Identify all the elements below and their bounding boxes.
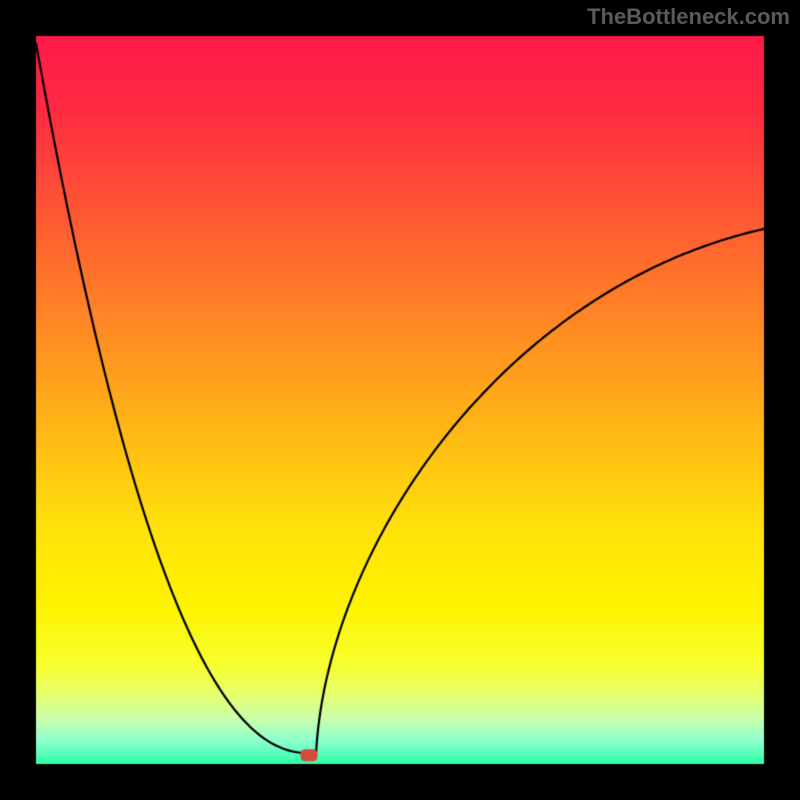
chart-stage: TheBottleneck.com: [0, 0, 800, 800]
bottleneck-chart-canvas: [0, 0, 800, 800]
watermark-text: TheBottleneck.com: [587, 4, 790, 30]
